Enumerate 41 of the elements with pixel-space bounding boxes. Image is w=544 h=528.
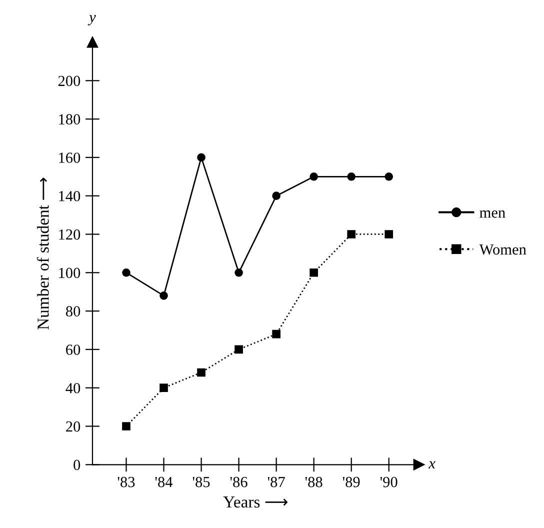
point — [347, 230, 356, 238]
y-tick-label: 60 — [66, 344, 80, 355]
point — [384, 172, 394, 181]
point — [160, 384, 168, 392]
y-tick-label: 100 — [59, 268, 80, 278]
text: x — [428, 461, 436, 468]
legend-label: men — [480, 210, 506, 218]
y-tick-label: 0 — [74, 460, 80, 470]
y-tick-label: 40 — [66, 382, 80, 394]
x-tick-label: '84 — [155, 476, 173, 488]
x-axis-title: Years ⟶ — [223, 496, 288, 508]
y-axis-title: Number of student ⟶ — [36, 178, 49, 330]
point — [310, 172, 318, 181]
point — [272, 192, 280, 200]
y-tick-label: 180 — [59, 114, 80, 124]
text: y — [88, 15, 96, 26]
point — [310, 268, 318, 277]
y-tick-label: 120 — [59, 229, 80, 240]
x-tick-label: '89 — [342, 476, 360, 488]
point — [272, 330, 280, 338]
y-tick-label: 80 — [66, 306, 80, 316]
x-tick-label: '83 — [118, 476, 135, 488]
x-tick-label: '90 — [380, 476, 398, 488]
point — [197, 368, 206, 377]
y-tick-label: 200 — [58, 76, 80, 86]
point — [122, 422, 130, 430]
y-tick-label: 160 — [59, 152, 80, 163]
legend-label: Women — [479, 244, 526, 255]
point — [122, 268, 130, 277]
y-tick-label: 20 — [66, 421, 80, 432]
point — [197, 153, 206, 162]
x-tick-label: '85 — [192, 476, 210, 488]
point — [234, 268, 243, 277]
x-tick-label: '87 — [268, 476, 285, 488]
y-tick-label: 140 — [59, 190, 80, 202]
point — [384, 230, 394, 238]
x-tick-label: '86 — [230, 476, 248, 488]
point — [347, 172, 356, 181]
point — [234, 345, 243, 354]
x-tick-label: '88 — [305, 476, 322, 488]
point — [160, 292, 168, 300]
